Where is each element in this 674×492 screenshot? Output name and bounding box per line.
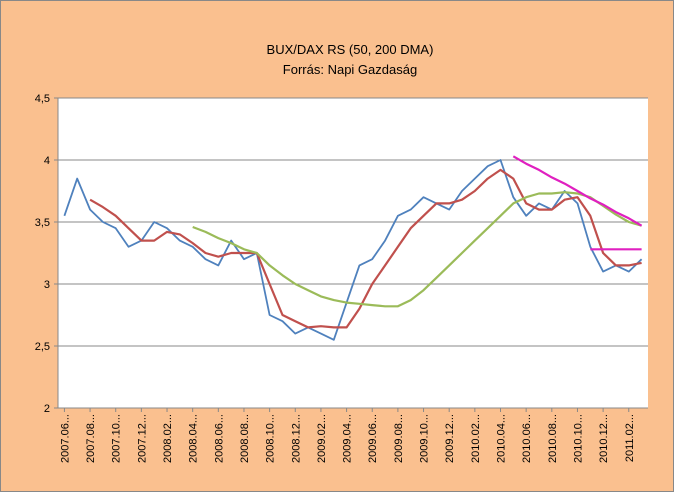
x-tick-label: 2008.08...: [239, 414, 251, 463]
x-tick-label: 2008.06...: [213, 414, 225, 463]
y-tick-label: 4: [44, 155, 50, 167]
x-tick-label: 2008.12...: [290, 414, 302, 463]
chart-title: BUX/DAX RS (50, 200 DMA): [267, 42, 434, 57]
y-tick-label: 3: [44, 279, 50, 291]
series-line: [63, 159, 643, 341]
x-tick-label: 2009.04...: [342, 414, 354, 463]
x-tick-label: 2007.06...: [59, 414, 71, 463]
x-tick-label: 2007.08...: [85, 414, 97, 463]
x-tick-label: 2007.10...: [111, 414, 123, 463]
x-tick-label: 2009.10...: [419, 414, 431, 463]
series-line: [512, 155, 643, 227]
x-tick-label: 2010.04...: [496, 414, 508, 463]
x-tick-label: 2008.10...: [265, 414, 277, 463]
x-tick-label: 2010.10...: [572, 414, 584, 463]
x-tick-label: 2010.06...: [521, 414, 533, 463]
y-tick-label: 2: [44, 403, 50, 415]
x-tick-label: 2010.12...: [598, 414, 610, 463]
x-tick-label: 2007.12...: [136, 414, 148, 463]
chart-subtitle: Forrás: Napi Gazdaság: [283, 62, 417, 77]
x-tick-label: 2009.12...: [444, 414, 456, 463]
x-tick-label: 2009.06...: [367, 414, 379, 463]
x-tick-label: 2011.02...: [624, 414, 636, 462]
plot-area: [58, 98, 648, 408]
series-line: [192, 191, 642, 308]
x-tick-label: 2009.08...: [393, 414, 405, 463]
x-tick-label: 2010.08...: [547, 414, 559, 463]
x-tick-label: 2010.02...: [470, 414, 482, 463]
y-tick-label: 3,5: [35, 217, 50, 229]
x-tick-label: 2009.02...: [316, 414, 328, 463]
series-line: [89, 168, 642, 329]
x-tick-label: 2008.04...: [188, 414, 200, 463]
x-tick-label: 2008.02...: [162, 414, 174, 463]
y-tick-label: 2,5: [35, 341, 50, 353]
y-tick-label: 4,5: [35, 93, 50, 105]
